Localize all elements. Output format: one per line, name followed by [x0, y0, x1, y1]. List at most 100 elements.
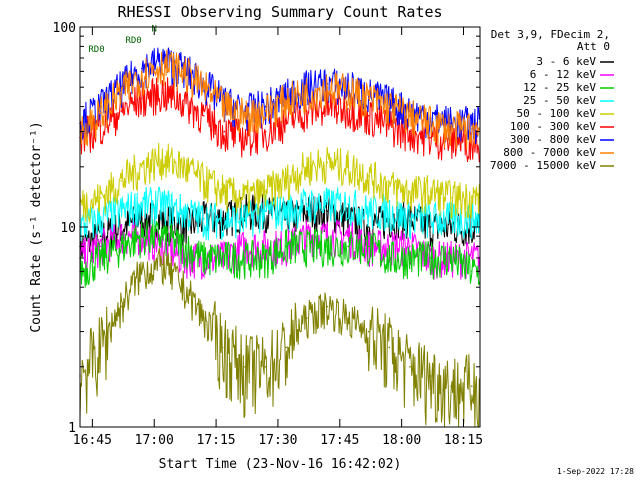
data-point [264, 190, 267, 193]
data-point [450, 122, 452, 125]
series-line [79, 248, 480, 428]
data-point [141, 203, 143, 206]
data-point [223, 346, 226, 349]
data-point [141, 235, 143, 237]
data-point [388, 125, 391, 127]
data-point [202, 257, 205, 259]
x-tick-label: 18:15 [444, 433, 483, 448]
data-point [161, 91, 164, 94]
annotation-layer: NRD0RD0 [88, 24, 157, 55]
data-point [347, 235, 349, 237]
data-point [120, 210, 123, 212]
x-tick-label: 16:45 [73, 433, 112, 448]
data-point [388, 210, 391, 212]
data-point [161, 263, 164, 266]
data-point [264, 257, 267, 259]
data-point [99, 112, 102, 115]
series-800-7000-kev [79, 49, 480, 150]
data-point [141, 73, 143, 76]
y-tick-label: 10 [60, 221, 76, 236]
x-tick-label: 17:00 [135, 433, 174, 448]
data-point [223, 257, 226, 259]
data-point [347, 89, 349, 92]
data-point [264, 245, 267, 248]
data-point [141, 217, 143, 220]
y-axis: 1 10 100 [53, 21, 480, 436]
data-point [306, 210, 308, 212]
data-point [347, 245, 349, 248]
annotation-label: RD0 [125, 36, 141, 46]
x-tick-label: 17:30 [258, 433, 297, 448]
legend-item-label: 3 - 6 keV [536, 55, 596, 68]
data-point [161, 235, 164, 237]
data-point [182, 70, 184, 73]
data-point [429, 190, 432, 193]
data-point [470, 270, 473, 273]
data-point [141, 270, 143, 273]
x-tick-label: 17:15 [197, 433, 236, 448]
data-point [409, 114, 411, 117]
data-point [429, 226, 432, 228]
data-point [326, 210, 329, 212]
data-point [223, 130, 226, 133]
data-point [367, 175, 370, 177]
data-point [429, 122, 432, 125]
data-point [306, 245, 308, 248]
data-point [182, 99, 184, 102]
x-tick-label: 17:45 [320, 433, 359, 448]
data-point [244, 136, 246, 139]
data-point [429, 217, 432, 220]
data-point [367, 97, 370, 100]
data-point [99, 257, 102, 259]
data-point [409, 130, 411, 133]
data-point [409, 245, 411, 248]
data-point [264, 110, 267, 112]
legend-item-label: 12 - 25 keV [523, 81, 596, 94]
series-line [79, 49, 480, 150]
data-point [99, 196, 102, 199]
data-point [285, 180, 287, 182]
data-point [161, 63, 164, 66]
data-point [202, 217, 205, 220]
data-point [244, 365, 246, 368]
data-point [99, 346, 102, 349]
data-point [120, 110, 123, 112]
data-point [182, 165, 184, 168]
series-line [79, 142, 480, 223]
data-point [141, 67, 143, 70]
data-point [326, 86, 329, 89]
data-point [285, 210, 287, 212]
data-point [429, 257, 432, 259]
legend-item-label: 25 - 50 keV [523, 94, 596, 107]
data-point [367, 330, 370, 333]
legend-header-cont: Att 0 [577, 40, 610, 53]
data-point [450, 385, 452, 387]
data-point [285, 346, 287, 349]
x-axis: 16:45 17:00 17:15 17:30 17:45 18:00 18:15 [73, 27, 483, 448]
data-point [306, 317, 308, 319]
data-point [99, 217, 102, 220]
annotation-label: RD0 [88, 45, 104, 55]
data-point [429, 375, 432, 377]
data-point [450, 196, 452, 199]
data-point [347, 165, 349, 168]
data-point [326, 105, 329, 108]
data-point [285, 119, 287, 122]
data-point [285, 245, 287, 248]
data-point [306, 91, 308, 94]
data-point [306, 203, 308, 206]
data-point [182, 210, 184, 212]
data-point [202, 317, 205, 319]
data-point [120, 180, 123, 182]
series-line [79, 77, 480, 163]
data-point [388, 105, 391, 108]
data-point [161, 245, 164, 248]
data-point [326, 305, 329, 308]
y-tick-label: 1 [68, 421, 76, 436]
legend-item-label: 6 - 12 keV [530, 68, 597, 81]
data-point [223, 190, 226, 193]
legend-item-label: 300 - 800 keV [510, 133, 596, 146]
data-point [347, 203, 349, 206]
data-point [264, 210, 267, 212]
